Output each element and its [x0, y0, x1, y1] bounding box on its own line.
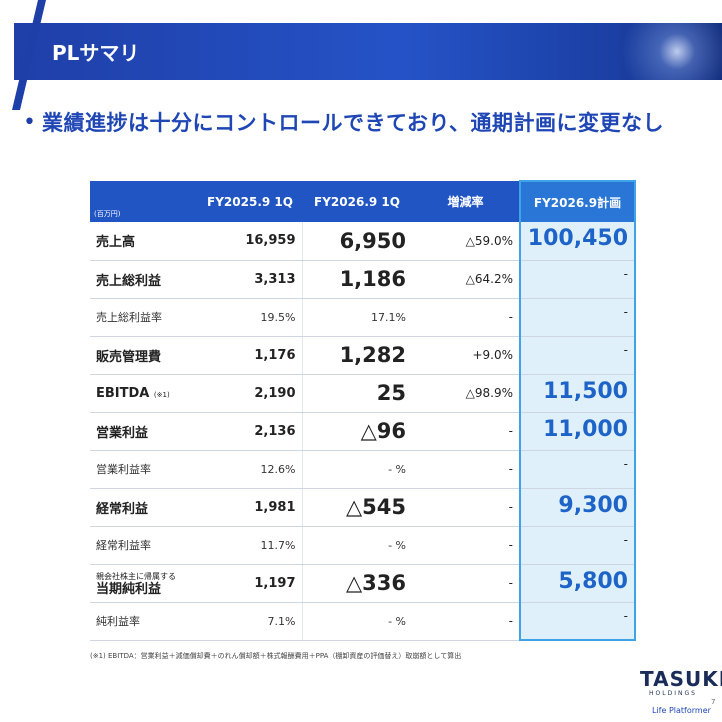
cell-fy26: - % — [302, 526, 412, 565]
row-label: 売上総利益 — [90, 260, 198, 299]
company-logo: TASUKI — [640, 667, 722, 691]
row-label: 経常利益率 — [90, 526, 198, 565]
cell-change: - — [412, 602, 520, 641]
page-number: 7 — [711, 698, 716, 706]
cell-fy25: 11.7% — [198, 526, 303, 565]
cell-fy26: 17.1% — [302, 298, 412, 337]
footnote-ref: (※1) — [153, 390, 170, 399]
table-row: 経常利益率 11.7% - % - - — [90, 526, 636, 565]
table-row: 親会社株主に帰属する 当期純利益 1,197 △336 - 5,800 — [90, 564, 636, 603]
row-label-net-income: 親会社株主に帰属する 当期純利益 — [90, 564, 198, 603]
cell-plan: 11,500 — [519, 374, 636, 413]
cell-change: +9.0% — [412, 336, 520, 375]
brand-slash-icon — [12, 0, 46, 110]
cell-fy26: △545 — [302, 488, 412, 527]
cell-fy25: 12.6% — [198, 450, 303, 489]
row-label: EBITDA — [96, 385, 150, 401]
column-header: FY2025.9 1Q — [198, 181, 302, 222]
footnote: (※1) EBITDA：営業利益＋減価償却費＋のれん償却額＋株式報酬費用＋PPA… — [90, 652, 462, 660]
cell-change: - — [412, 564, 520, 603]
table-row: 販売管理費 1,176 1,282 +9.0% - — [90, 336, 636, 375]
company-logo-holdings: HOLDINGS — [649, 690, 697, 697]
row-label: 純利益率 — [90, 602, 198, 641]
cell-plan: - — [519, 298, 636, 337]
cell-change: - — [412, 298, 520, 337]
table-row: EBITDA (※1) 2,190 25 △98.9% 11,500 — [90, 374, 636, 413]
cell-fy25: 19.5% — [198, 298, 303, 337]
row-label: 販売管理費 — [90, 336, 198, 375]
cell-fy26: △336 — [302, 564, 412, 603]
unit-label: (百万円) — [90, 181, 198, 222]
row-label: 営業利益率 — [90, 450, 198, 489]
cell-fy26: 1,282 — [302, 336, 412, 375]
cell-fy25: 3,313 — [198, 260, 303, 299]
column-header-plan: FY2026.9計画 — [519, 180, 636, 222]
column-header: FY2026.9 1Q — [302, 181, 412, 222]
cell-fy25: 2,136 — [198, 412, 303, 451]
row-label-prefix: 親会社株主に帰属する — [96, 572, 176, 581]
row-label: 当期純利益 — [96, 582, 162, 597]
cell-plan: - — [519, 602, 636, 641]
table-row: 経常利益 1,981 △545 - 9,300 — [90, 488, 636, 527]
cell-plan: - — [519, 450, 636, 489]
row-label: 経常利益 — [90, 488, 198, 527]
row-label: 営業利益 — [90, 412, 198, 451]
pl-summary-table: (百万円) FY2025.9 1Q FY2026.9 1Q 増減率 FY2026… — [90, 180, 636, 641]
cell-plan: - — [519, 336, 636, 375]
cell-fy25: 1,176 — [198, 336, 303, 375]
cell-fy25: 2,190 — [198, 374, 303, 413]
table-row: 売上高 16,959 6,950 △59.0% 100,450 — [90, 222, 636, 261]
tagline: Life Platformer — [652, 706, 711, 715]
table-row: 売上総利益率 19.5% 17.1% - - — [90, 298, 636, 337]
cell-change: △64.2% — [412, 260, 520, 299]
cell-fy26: 25 — [302, 374, 412, 413]
column-header: 増減率 — [412, 181, 520, 222]
table-row: 営業利益率 12.6% - % - - — [90, 450, 636, 489]
header-decoration — [572, 23, 722, 80]
cell-fy26: - % — [302, 450, 412, 489]
cell-plan: - — [519, 260, 636, 299]
cell-change: △98.9% — [412, 374, 520, 413]
cell-plan: 100,450 — [519, 222, 636, 261]
table-row: 営業利益 2,136 △96 - 11,000 — [90, 412, 636, 451]
cell-plan: 9,300 — [519, 488, 636, 527]
cell-fy25: 1,197 — [198, 564, 303, 603]
row-label: 売上総利益率 — [90, 298, 198, 337]
cell-fy26: - % — [302, 602, 412, 641]
headline: 業績進捗は十分にコントロールできており、通期計画に変更なし — [42, 111, 665, 135]
row-label: 売上高 — [90, 222, 198, 261]
cell-plan: 5,800 — [519, 564, 636, 603]
cell-fy25: 1,981 — [198, 488, 303, 527]
header-bar: PLサマリ — [14, 23, 722, 80]
table-row: 純利益率 7.1% - % - - — [90, 602, 636, 641]
cell-plan: 11,000 — [519, 412, 636, 451]
row-label-ebitda: EBITDA (※1) — [90, 374, 198, 413]
headline-bullet: • — [23, 110, 36, 135]
cell-plan: - — [519, 526, 636, 565]
cell-change: △59.0% — [412, 222, 520, 261]
cell-change: - — [412, 412, 520, 451]
cell-change: - — [412, 488, 520, 527]
page-title: PLサマリ — [52, 41, 140, 65]
cell-fy25: 7.1% — [198, 602, 303, 641]
cell-fy25: 16,959 — [198, 222, 303, 261]
table-header-row: (百万円) FY2025.9 1Q FY2026.9 1Q 増減率 FY2026… — [90, 180, 636, 222]
table-row: 売上総利益 3,313 1,186 △64.2% - — [90, 260, 636, 299]
cell-change: - — [412, 526, 520, 565]
cell-change: - — [412, 450, 520, 489]
cell-fy26: 6,950 — [302, 222, 412, 261]
cell-fy26: △96 — [302, 412, 412, 451]
cell-fy26: 1,186 — [302, 260, 412, 299]
